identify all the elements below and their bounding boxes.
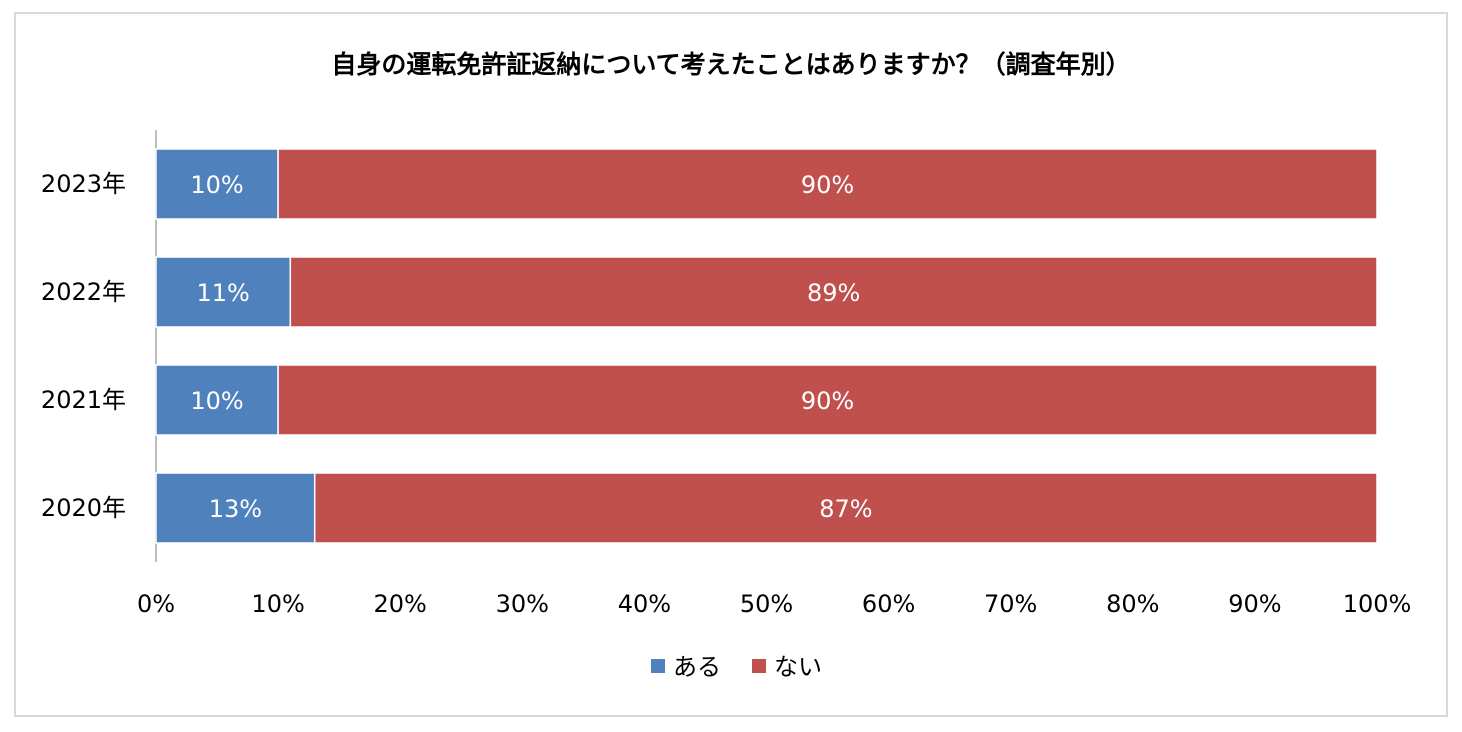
legend-label-nai: ない (774, 653, 822, 681)
bar-segment-aru (155, 364, 279, 436)
x-tick-label: 0% (137, 590, 175, 618)
category-label: 2020年 (41, 494, 126, 522)
x-tick-label: 40% (618, 590, 671, 618)
x-tick-labels: 0% 10% 20% 30% 40% 50% 60% 70% 80% 90% 100% (137, 590, 1411, 618)
bar-data-label: 11% (196, 279, 249, 307)
legend: ある ない (651, 653, 822, 681)
bar-data-label: 10% (190, 171, 243, 199)
bars-layer: 10% 90% 11% 89% 10% 90% 13% 87% (155, 148, 1378, 544)
bar-data-label: 89% (807, 279, 860, 307)
bar-segment-aru (155, 148, 279, 220)
bar-data-label: 87% (819, 495, 872, 523)
bar-data-label: 10% (190, 387, 243, 415)
bar-data-label: 90% (801, 387, 854, 415)
x-tick-label: 100% (1343, 590, 1412, 618)
x-tick-label: 30% (496, 590, 549, 618)
legend-label-aru: ある (673, 653, 721, 681)
x-tick-label: 10% (251, 590, 304, 618)
category-labels: 2023年 2022年 2021年 2020年 (41, 170, 126, 522)
bar-data-label: 90% (801, 171, 854, 199)
x-tick-label: 90% (1228, 590, 1281, 618)
bar-data-label: 13% (209, 495, 262, 523)
x-tick-label: 70% (984, 590, 1037, 618)
legend-swatch-aru (651, 659, 665, 673)
x-tick-label: 50% (740, 590, 793, 618)
x-tick-label: 20% (374, 590, 427, 618)
bar-segment-nai (277, 364, 1378, 436)
bar-segment-nai (313, 472, 1378, 544)
category-label: 2023年 (41, 170, 126, 198)
bar-segment-nai (277, 148, 1378, 220)
x-tick-label: 60% (862, 590, 915, 618)
bar-segment-nai (289, 256, 1378, 328)
legend-swatch-nai (752, 659, 766, 673)
category-label: 2021年 (41, 386, 126, 414)
chart-title: 自身の運転免許証返納について考えたことはありますか？（調査年別） (331, 50, 1130, 79)
x-tick-label: 80% (1106, 590, 1159, 618)
category-label: 2022年 (41, 278, 126, 306)
